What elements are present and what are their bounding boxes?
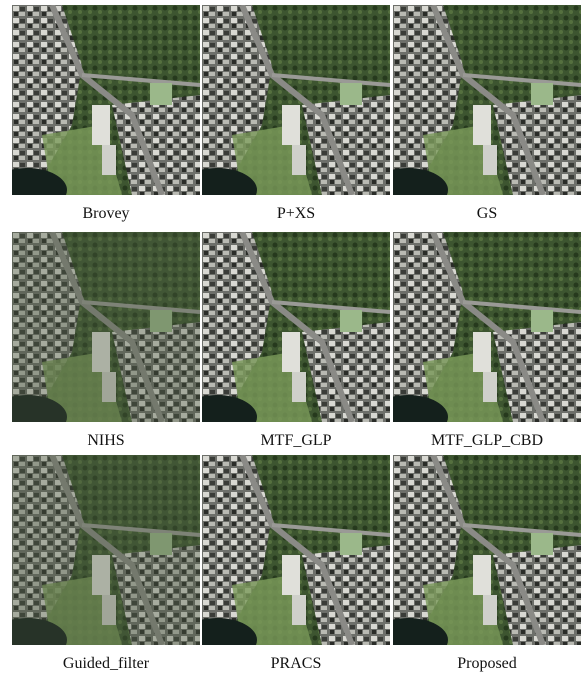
panel: GS xyxy=(393,5,581,223)
satellite-image xyxy=(393,5,581,195)
panel: MTF_GLP_CBD xyxy=(393,232,581,450)
satellite-image xyxy=(202,232,390,422)
caption: NIHS xyxy=(12,432,200,450)
satellite-image xyxy=(12,5,200,195)
panel: NIHS xyxy=(12,232,200,450)
panel: Proposed xyxy=(393,455,581,673)
panel: P+XS xyxy=(202,5,390,223)
panel: Brovey xyxy=(12,5,200,223)
satellite-image xyxy=(202,5,390,195)
figure: BroveyP+XSGS NIHSMTF_GLPMTF_GLP_CBD Guided… xyxy=(0,0,582,677)
caption: P+XS xyxy=(202,205,390,223)
caption: MTF_GLP xyxy=(202,432,390,450)
panel: PRACS xyxy=(202,455,390,673)
caption: GS xyxy=(393,205,581,223)
satellite-image xyxy=(202,455,390,645)
caption: Guided_filter xyxy=(12,655,200,673)
satellite-image xyxy=(12,232,200,422)
satellite-image xyxy=(393,455,581,645)
panel: MTF_GLP xyxy=(202,232,390,450)
caption: PRACS xyxy=(202,655,390,673)
satellite-image xyxy=(12,455,200,645)
caption: MTF_GLP_CBD xyxy=(393,432,581,450)
satellite-image xyxy=(393,232,581,422)
caption: Proposed xyxy=(393,655,581,673)
panel: Guided_filter xyxy=(12,455,200,673)
caption: Brovey xyxy=(12,205,200,223)
